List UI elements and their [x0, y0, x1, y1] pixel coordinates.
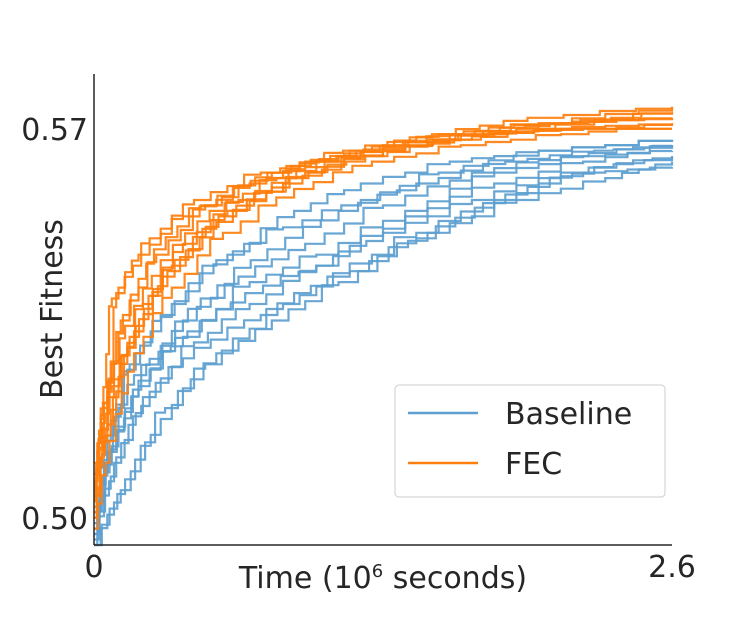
legend: Baseline FEC — [394, 384, 666, 498]
baseline-run-9 — [94, 161, 674, 547]
y-tick-label-high: 0.57 — [21, 113, 88, 148]
fec-run-9 — [94, 127, 672, 514]
baseline-run-5 — [94, 139, 674, 530]
x-axis-label: Time (106 seconds) — [238, 561, 527, 596]
x-axis-label-prefix: Time (10 — [238, 561, 372, 596]
baseline-run-6 — [94, 156, 674, 541]
x-tick-label-end: 2.6 — [648, 550, 696, 585]
fec-run-5 — [94, 127, 672, 475]
y-axis-label: Best Fitness — [35, 219, 70, 399]
plot-area — [94, 106, 674, 547]
fec-run-7 — [94, 123, 674, 530]
y-tick-label-low: 0.50 — [21, 502, 88, 537]
x-axis-label-exponent: 6 — [372, 561, 383, 582]
legend-label-fec: FEC — [505, 447, 562, 482]
legend-label-baseline: Baseline — [505, 397, 632, 432]
x-axis-label-suffix: seconds) — [383, 561, 527, 596]
fec-run-10 — [94, 106, 674, 497]
x-tick-label-start: 0 — [84, 550, 103, 585]
baseline-run-10 — [94, 144, 674, 519]
